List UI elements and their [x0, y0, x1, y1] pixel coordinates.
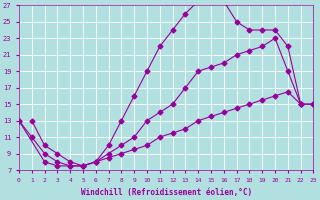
- X-axis label: Windchill (Refroidissement éolien,°C): Windchill (Refroidissement éolien,°C): [81, 188, 252, 197]
